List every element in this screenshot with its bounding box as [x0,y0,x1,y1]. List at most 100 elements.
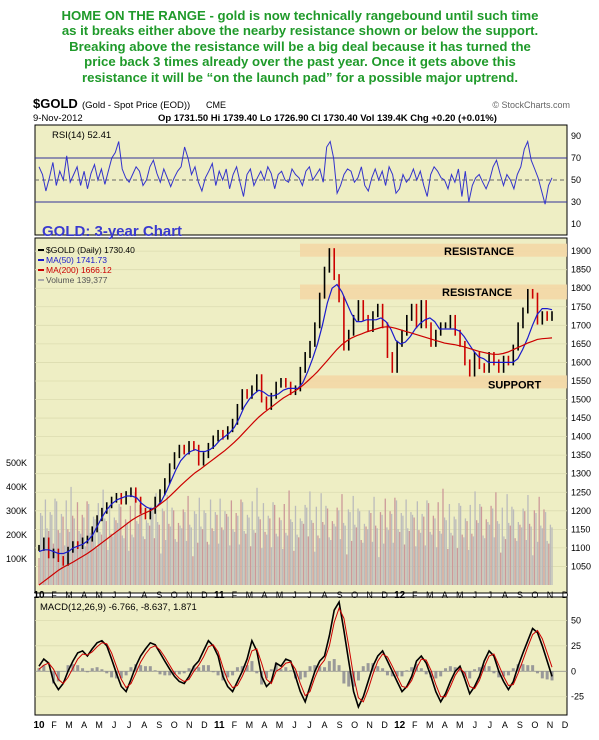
volume-tick-label: 300K [6,506,27,516]
price-annotation: RESISTANCE [442,287,512,299]
chart-date: 9-Nov-2012 [33,113,83,124]
price-tick-label: 1100 [571,543,590,553]
price-x-tick-label: O [171,590,178,600]
price-tick-label: 1750 [571,302,591,312]
price-band [300,243,567,257]
rsi-line [38,139,553,205]
ma50-line [38,283,553,555]
macd-x-tick-label: A [141,720,147,730]
price-band [300,375,567,389]
macd-x-tick-label: F [412,720,418,730]
price-x-tick-label: D [381,590,388,600]
price-tick-label: 1050 [571,561,591,571]
macd-x-tick-label: O [351,720,358,730]
volume-tick-label: 200K [6,530,27,540]
price-x-tick-label: J [473,590,478,600]
macd-x-tick-label: S [517,720,523,730]
price-x-tick-label: 12 [394,590,406,601]
price-x-tick-label: M [246,590,254,600]
price-x-tick-label: S [337,590,343,600]
headline-line: Breaking above the resistance will be a … [69,38,531,54]
headline-line: resistance it will be “on the launch pad… [82,69,518,85]
chart-headline: HOME ON THE RANGE - gold is now technica… [30,8,570,85]
macd-title: MACD(12,26,9) -6.766, -8.637, 1.871 [40,602,197,613]
price-x-tick-label: A [502,590,508,600]
price-x-tick-label: A [141,590,147,600]
volume-tick-label: 500K [6,458,27,468]
price-tick-label: 1800 [571,283,591,293]
rsi-tick-label: 10 [571,219,581,229]
price-x-tick-label: S [156,590,162,600]
price-x-tick-label: M [95,590,103,600]
macd-x-tick-label: M [426,720,434,730]
headline-line: HOME ON THE RANGE - gold is now technica… [61,8,539,23]
macd-x-tick-label: M [65,720,73,730]
price-x-tick-label: F [412,590,418,600]
macd-tick-label: 25 [571,641,581,651]
price-x-tick-label: S [517,590,523,600]
price-tick-label: 1500 [571,395,591,405]
macd-x-tick-label: N [547,720,554,730]
price-x-tick-label: J [292,590,297,600]
price-x-tick-label: O [531,590,538,600]
headline-line: price back 3 times already over the past… [84,54,516,70]
chart-description: (Gold - Spot Price (EOD)) [82,100,190,111]
macd-x-tick-label: S [337,720,343,730]
legend-label: Volume 139,377 [46,275,108,285]
chart-quote: Op 1731.50 Hi 1739.40 Lo 1726.90 Cl 1730… [158,113,497,124]
macd-x-tick-label: M [276,720,284,730]
price-x-tick-label: M [456,590,464,600]
macd-x-tick-label: 11 [214,720,225,731]
price-x-tick-label: M [65,590,73,600]
macd-x-tick-label: J [127,720,132,730]
price-x-tick-label: A [81,590,87,600]
chart-exchange: CME [206,100,226,110]
price-tick-label: 1650 [571,339,591,349]
price-x-tick-label: M [426,590,434,600]
price-x-tick-label: 11 [214,590,225,601]
volume-tick-label: 400K [6,482,27,492]
macd-x-tick-label: N [366,720,373,730]
price-panel-title: GOLD: 3-year Chart [42,223,182,240]
price-x-tick-label: A [261,590,267,600]
price-annotation: SUPPORT [488,380,541,392]
macd-x-tick-label: 10 [33,720,45,731]
macd-x-tick-label: S [156,720,162,730]
legend-label: MA(200) 1666.12 [46,265,112,275]
price-tick-label: 1600 [571,357,591,367]
macd-x-tick-label: M [246,720,254,730]
price-annotation: RESISTANCE [444,246,514,258]
macd-x-tick-label: M [95,720,103,730]
macd-x-tick-label: J [292,720,297,730]
price-tick-label: 1850 [571,265,591,275]
macd-x-tick-label: F [51,720,57,730]
macd-x-tick-label: J [488,720,493,730]
macd-panel [34,596,568,716]
ma200-line [38,326,553,586]
price-x-tick-label: A [442,590,448,600]
macd-x-tick-label: J [307,720,312,730]
price-x-tick-label: N [366,590,373,600]
price-tick-label: 1250 [571,487,591,497]
macd-x-tick-label: M [456,720,464,730]
price-tick-label: 1700 [571,320,591,330]
macd-x-tick-label: A [502,720,508,730]
price-band [300,284,567,300]
macd-x-tick-label: A [81,720,87,730]
macd-x-tick-label: D [201,720,208,730]
legend-label: MA(50) 1741.73 [46,255,107,265]
price-x-tick-label: 10 [33,590,45,601]
macd-x-tick-label: A [261,720,267,730]
headline-line: as it breaks either above the nearby res… [61,23,539,39]
price-x-tick-label: F [51,590,57,600]
price-x-tick-label: O [351,590,358,600]
price-x-tick-label: F [232,590,238,600]
rsi-tick-label: 70 [571,153,581,163]
macd-x-tick-label: J [112,720,117,730]
price-x-tick-label: J [488,590,493,600]
chart-watermark: © StockCharts.com [492,100,570,110]
price-tick-label: 1300 [571,469,591,479]
chart-symbol: $GOLD [33,96,78,111]
price-tick-label: 1400 [571,432,591,442]
